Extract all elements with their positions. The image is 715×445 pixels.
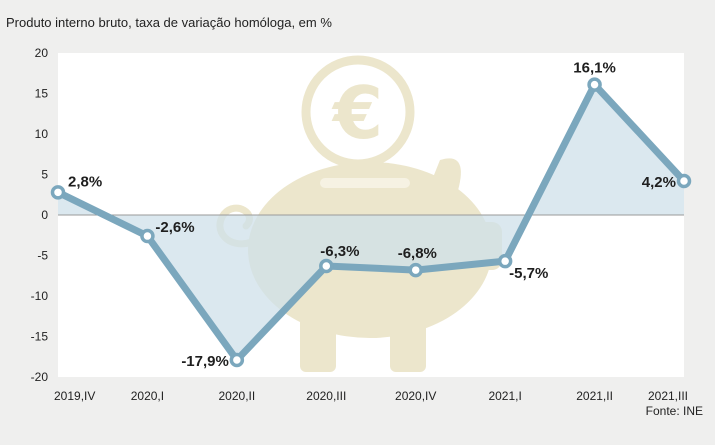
data-point [676,173,692,189]
data-labels: 2,8% -2,6% -17,9% -6,3% -6,8% -5,7% 16,1% 4,2% [68,60,676,370]
data-label: -6,8% [398,245,437,262]
data-label: 2,8% [68,173,102,190]
y-tick-label: 20 [35,46,49,60]
x-tick-label: 2021,II [576,389,613,403]
x-tick-label: 2019,IV [54,389,95,403]
y-tick-label: 10 [35,127,49,141]
data-point [229,352,245,368]
x-tick-label: 2020,III [306,389,346,403]
data-point [587,77,602,92]
y-tick-label: 0 [41,208,48,222]
x-tick-label: 2021,I [488,389,521,403]
data-label: -17,9% [181,353,229,370]
data-point [408,262,423,278]
y-tick-label: -10 [31,289,49,303]
data-point [497,253,513,269]
data-points [50,77,692,368]
data-label: -6,3% [320,243,359,260]
source-note: Fonte: INE [645,404,703,418]
series-line [54,81,688,364]
y-tick-label: -5 [37,249,48,263]
data-point [50,185,66,200]
x-tick-label: 2020,I [131,389,164,403]
y-tick-label: 5 [41,168,48,182]
x-axis: 2019,IV 2020,I 2020,II 2020,III 2020,IV 2021,… [54,389,688,403]
area-fill [58,84,684,360]
x-tick-label: 2020,IV [395,389,436,403]
x-tick-label: 2020,II [219,389,256,403]
y-tick-label: -20 [31,370,49,384]
y-axis: 20 15 10 5 0 -5 -10 -15 -20 [31,46,49,384]
y-tick-label: 15 [35,87,49,101]
chart-title: Produto interno bruto, taxa de variação … [6,15,332,30]
data-point [319,258,334,274]
x-tick-label: 2021,III [648,389,688,403]
data-label: 4,2% [642,174,676,191]
svg-text:€: € [331,71,383,155]
data-label: -5,7% [509,265,548,282]
data-label: 16,1% [573,60,616,77]
y-tick-label: -15 [31,330,49,344]
data-point [140,228,155,244]
data-label: -2,6% [155,219,194,236]
